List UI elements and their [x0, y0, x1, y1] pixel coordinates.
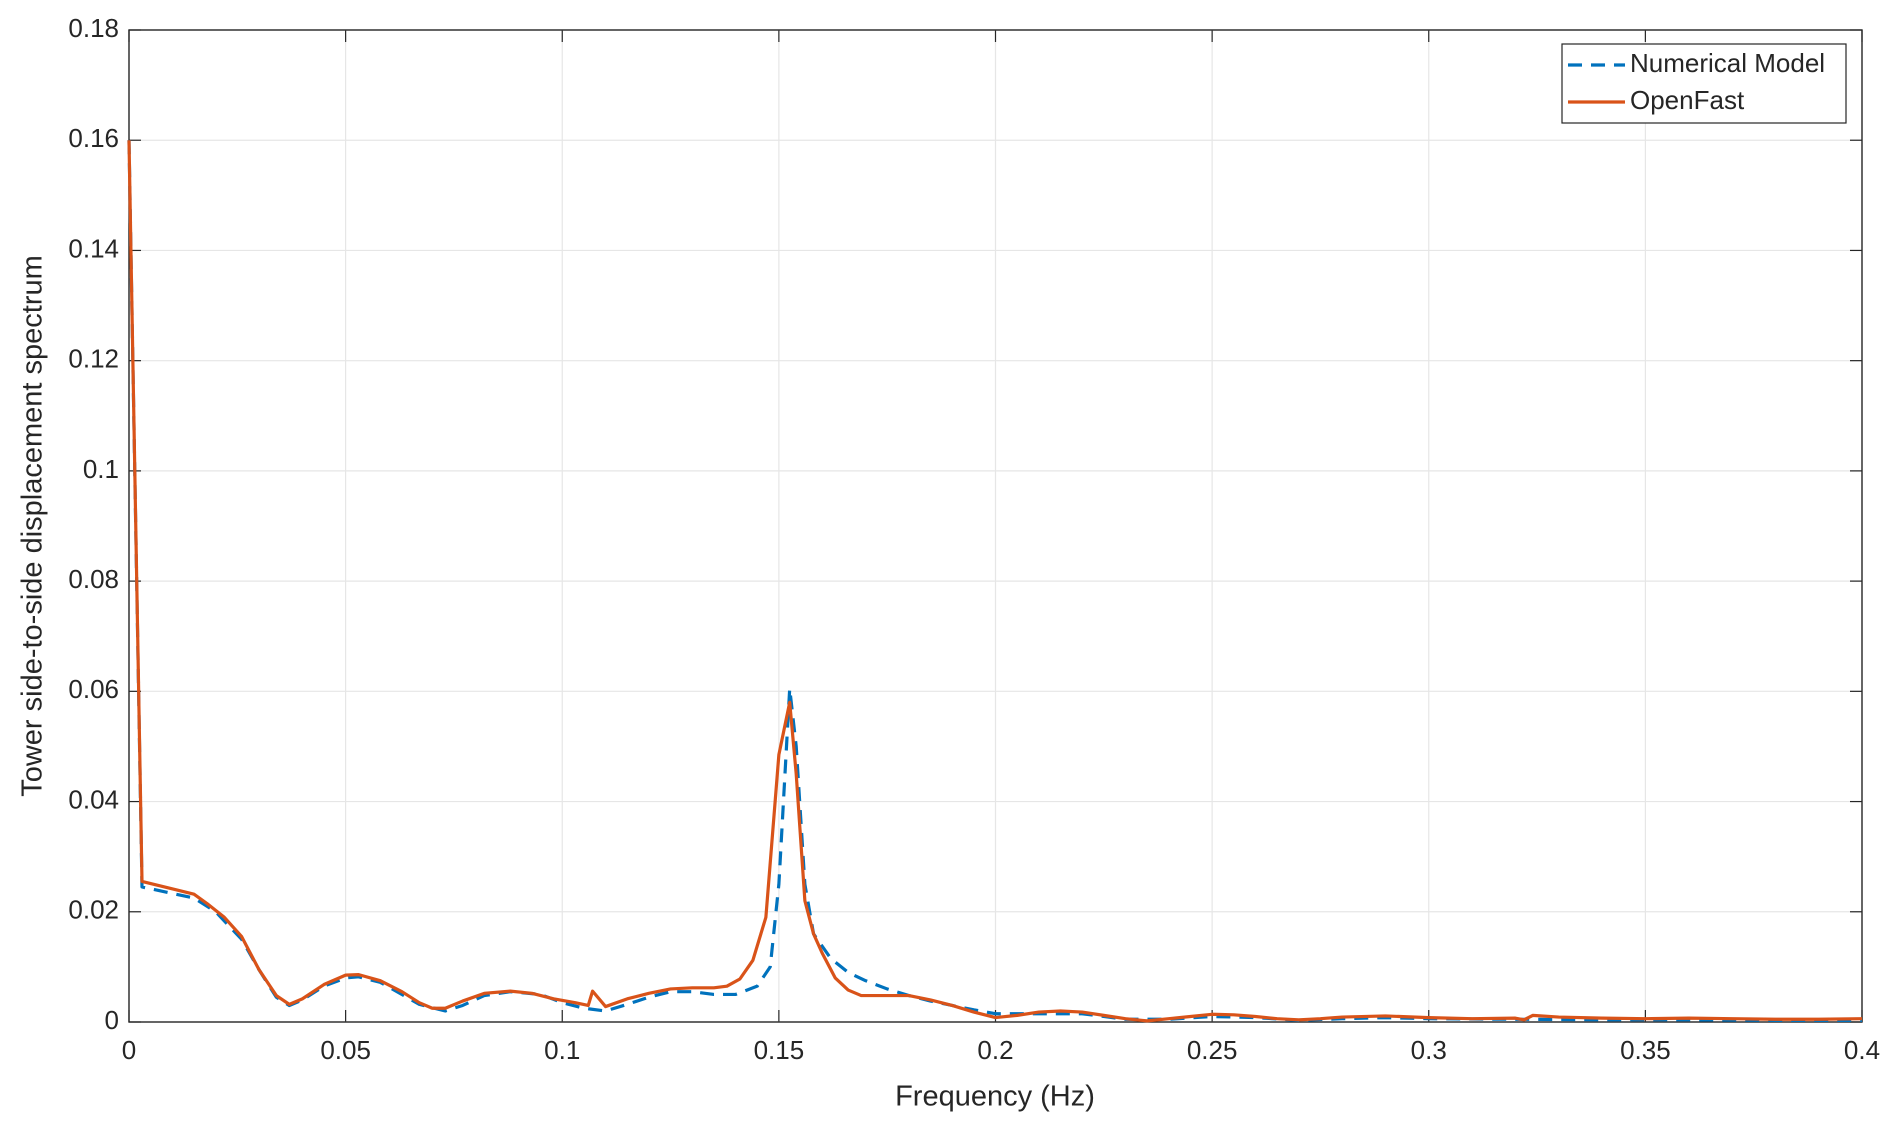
- x-tick-label: 0.1: [544, 1035, 580, 1065]
- y-tick-label: 0.18: [68, 13, 119, 43]
- x-tick-label: 0.4: [1844, 1035, 1880, 1065]
- y-tick-label: 0.02: [68, 895, 119, 925]
- x-tick-label: 0: [122, 1035, 136, 1065]
- legend-label: Numerical Model: [1630, 48, 1825, 78]
- legend-box: [1561, 43, 1847, 124]
- x-tick-label: 0.2: [977, 1035, 1013, 1065]
- x-tick-label: 0.15: [754, 1035, 805, 1065]
- y-tick-label: 0.06: [68, 674, 119, 704]
- x-tick-label: 0.3: [1411, 1035, 1447, 1065]
- x-tick-label: 0.35: [1620, 1035, 1671, 1065]
- axes-box: [128, 29, 1863, 1023]
- y-tick-label: 0.16: [68, 123, 119, 153]
- series-line: [127, 140, 1862, 1022]
- y-tick-label: 0.08: [68, 564, 119, 594]
- x-tick-label: 0.05: [320, 1035, 371, 1065]
- x-tick-label: 0.25: [1187, 1035, 1238, 1065]
- y-tick-label: 0.12: [68, 344, 119, 374]
- x-axis-label: Frequency (Hz): [895, 1081, 1095, 1113]
- y-axis-label: Tower side-to-side displacement spectrum: [17, 255, 49, 797]
- y-tick-label: 0.04: [68, 784, 119, 814]
- legend-label: OpenFast: [1630, 85, 1745, 115]
- y-tick-label: 0.1: [83, 454, 119, 484]
- series-line: [127, 140, 1863, 1023]
- y-tick-label: 0.14: [68, 233, 119, 263]
- y-tick-label: 0: [105, 1005, 119, 1035]
